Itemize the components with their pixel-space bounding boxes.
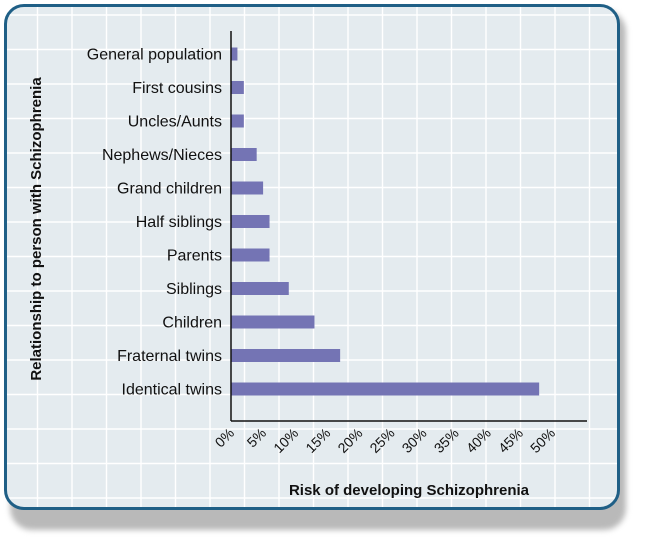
category-label: Nephews/Nieces bbox=[102, 147, 222, 164]
bar bbox=[231, 215, 270, 228]
category-labels: General population First cousins Uncles/Au… bbox=[87, 47, 222, 399]
bars bbox=[231, 47, 540, 396]
category-label: First cousins bbox=[132, 80, 222, 97]
bar bbox=[231, 382, 540, 396]
bar bbox=[231, 248, 270, 262]
category-label: Identical twins bbox=[122, 382, 223, 399]
grid-lines bbox=[7, 7, 617, 507]
bar bbox=[231, 81, 244, 94]
bar bbox=[231, 114, 244, 128]
bar-chart: General population First cousins Uncles/Au… bbox=[7, 7, 617, 507]
bar bbox=[231, 148, 257, 161]
bar bbox=[231, 47, 238, 61]
chart-frame: General population First cousins Uncles/Au… bbox=[4, 4, 620, 510]
category-label: General population bbox=[87, 47, 222, 64]
category-label: Children bbox=[162, 315, 222, 332]
y-axis-title: Relationship to person with Schizophreni… bbox=[28, 77, 45, 381]
bar bbox=[231, 349, 341, 362]
bar bbox=[231, 282, 289, 295]
category-label: Grand children bbox=[117, 181, 222, 198]
bar bbox=[231, 315, 315, 329]
category-label: Half siblings bbox=[136, 214, 222, 231]
category-label: Siblings bbox=[166, 281, 222, 298]
category-label: Fraternal twins bbox=[117, 348, 222, 365]
bar bbox=[231, 181, 264, 195]
x-axis-title: Risk of developing Schizophrenia bbox=[289, 482, 530, 499]
category-label: Parents bbox=[167, 248, 222, 265]
category-label: Uncles/Aunts bbox=[128, 114, 222, 131]
